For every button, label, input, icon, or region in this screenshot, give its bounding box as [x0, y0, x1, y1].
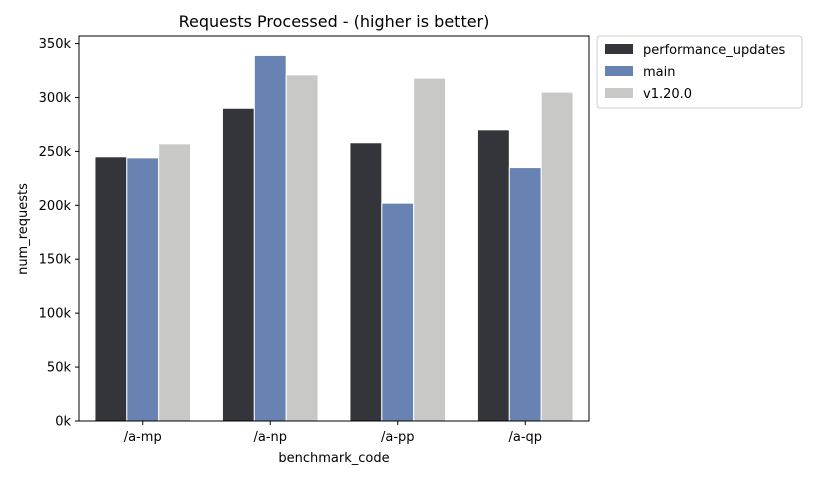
- y-tick-label: 150k: [39, 253, 72, 268]
- x-tick-label: /a-mp: [124, 430, 162, 445]
- y-tick-label: 250k: [39, 145, 72, 160]
- y-tick-label: 200k: [39, 199, 72, 214]
- y-tick-label: 300k: [39, 91, 72, 106]
- bar-main-0: [126, 157, 160, 422]
- legend-swatch: [605, 88, 633, 98]
- y-tick-label: 0k: [55, 415, 71, 430]
- legend-label: main: [643, 65, 675, 80]
- legend-label: v1.20.0: [643, 87, 692, 102]
- bar-performance-updates-3: [476, 129, 510, 422]
- bar-v1-20-0-3: [540, 91, 574, 422]
- bar-v1-20-0-0: [158, 143, 192, 422]
- x-tick-label: /a-np: [253, 430, 287, 445]
- legend-label: performance_updates: [643, 43, 786, 58]
- plot-frame: [78, 35, 590, 422]
- bar-performance-updates-2: [349, 142, 383, 422]
- bar-main-3: [508, 167, 542, 422]
- y-axis-label: num_requests: [16, 183, 31, 275]
- x-axis-label: benchmark_code: [278, 451, 389, 466]
- bar-main-2: [381, 202, 415, 422]
- chart-title: Requests Processed - (higher is better): [179, 12, 490, 31]
- bar-performance-updates-1: [221, 107, 255, 422]
- legend-frame: [596, 35, 803, 109]
- bar-main-1: [253, 54, 287, 422]
- legend-swatch: [605, 44, 633, 54]
- bar-v1-20-0-1: [285, 74, 319, 422]
- x-tick-label: /a-pp: [381, 430, 415, 445]
- y-tick-label: 350k: [39, 37, 72, 52]
- bar-v1-20-0-2: [413, 77, 447, 422]
- x-tick-label: /a-qp: [508, 430, 542, 445]
- legend-swatch: [605, 66, 633, 76]
- bar-performance-updates-0: [94, 156, 128, 422]
- y-tick-label: 100k: [39, 307, 72, 322]
- plot-area: 0k 50k 100k 150k 200k 250k 300k 350k/a-mp/a-np /…: [39, 35, 590, 445]
- y-tick-label: 50k: [47, 361, 72, 376]
